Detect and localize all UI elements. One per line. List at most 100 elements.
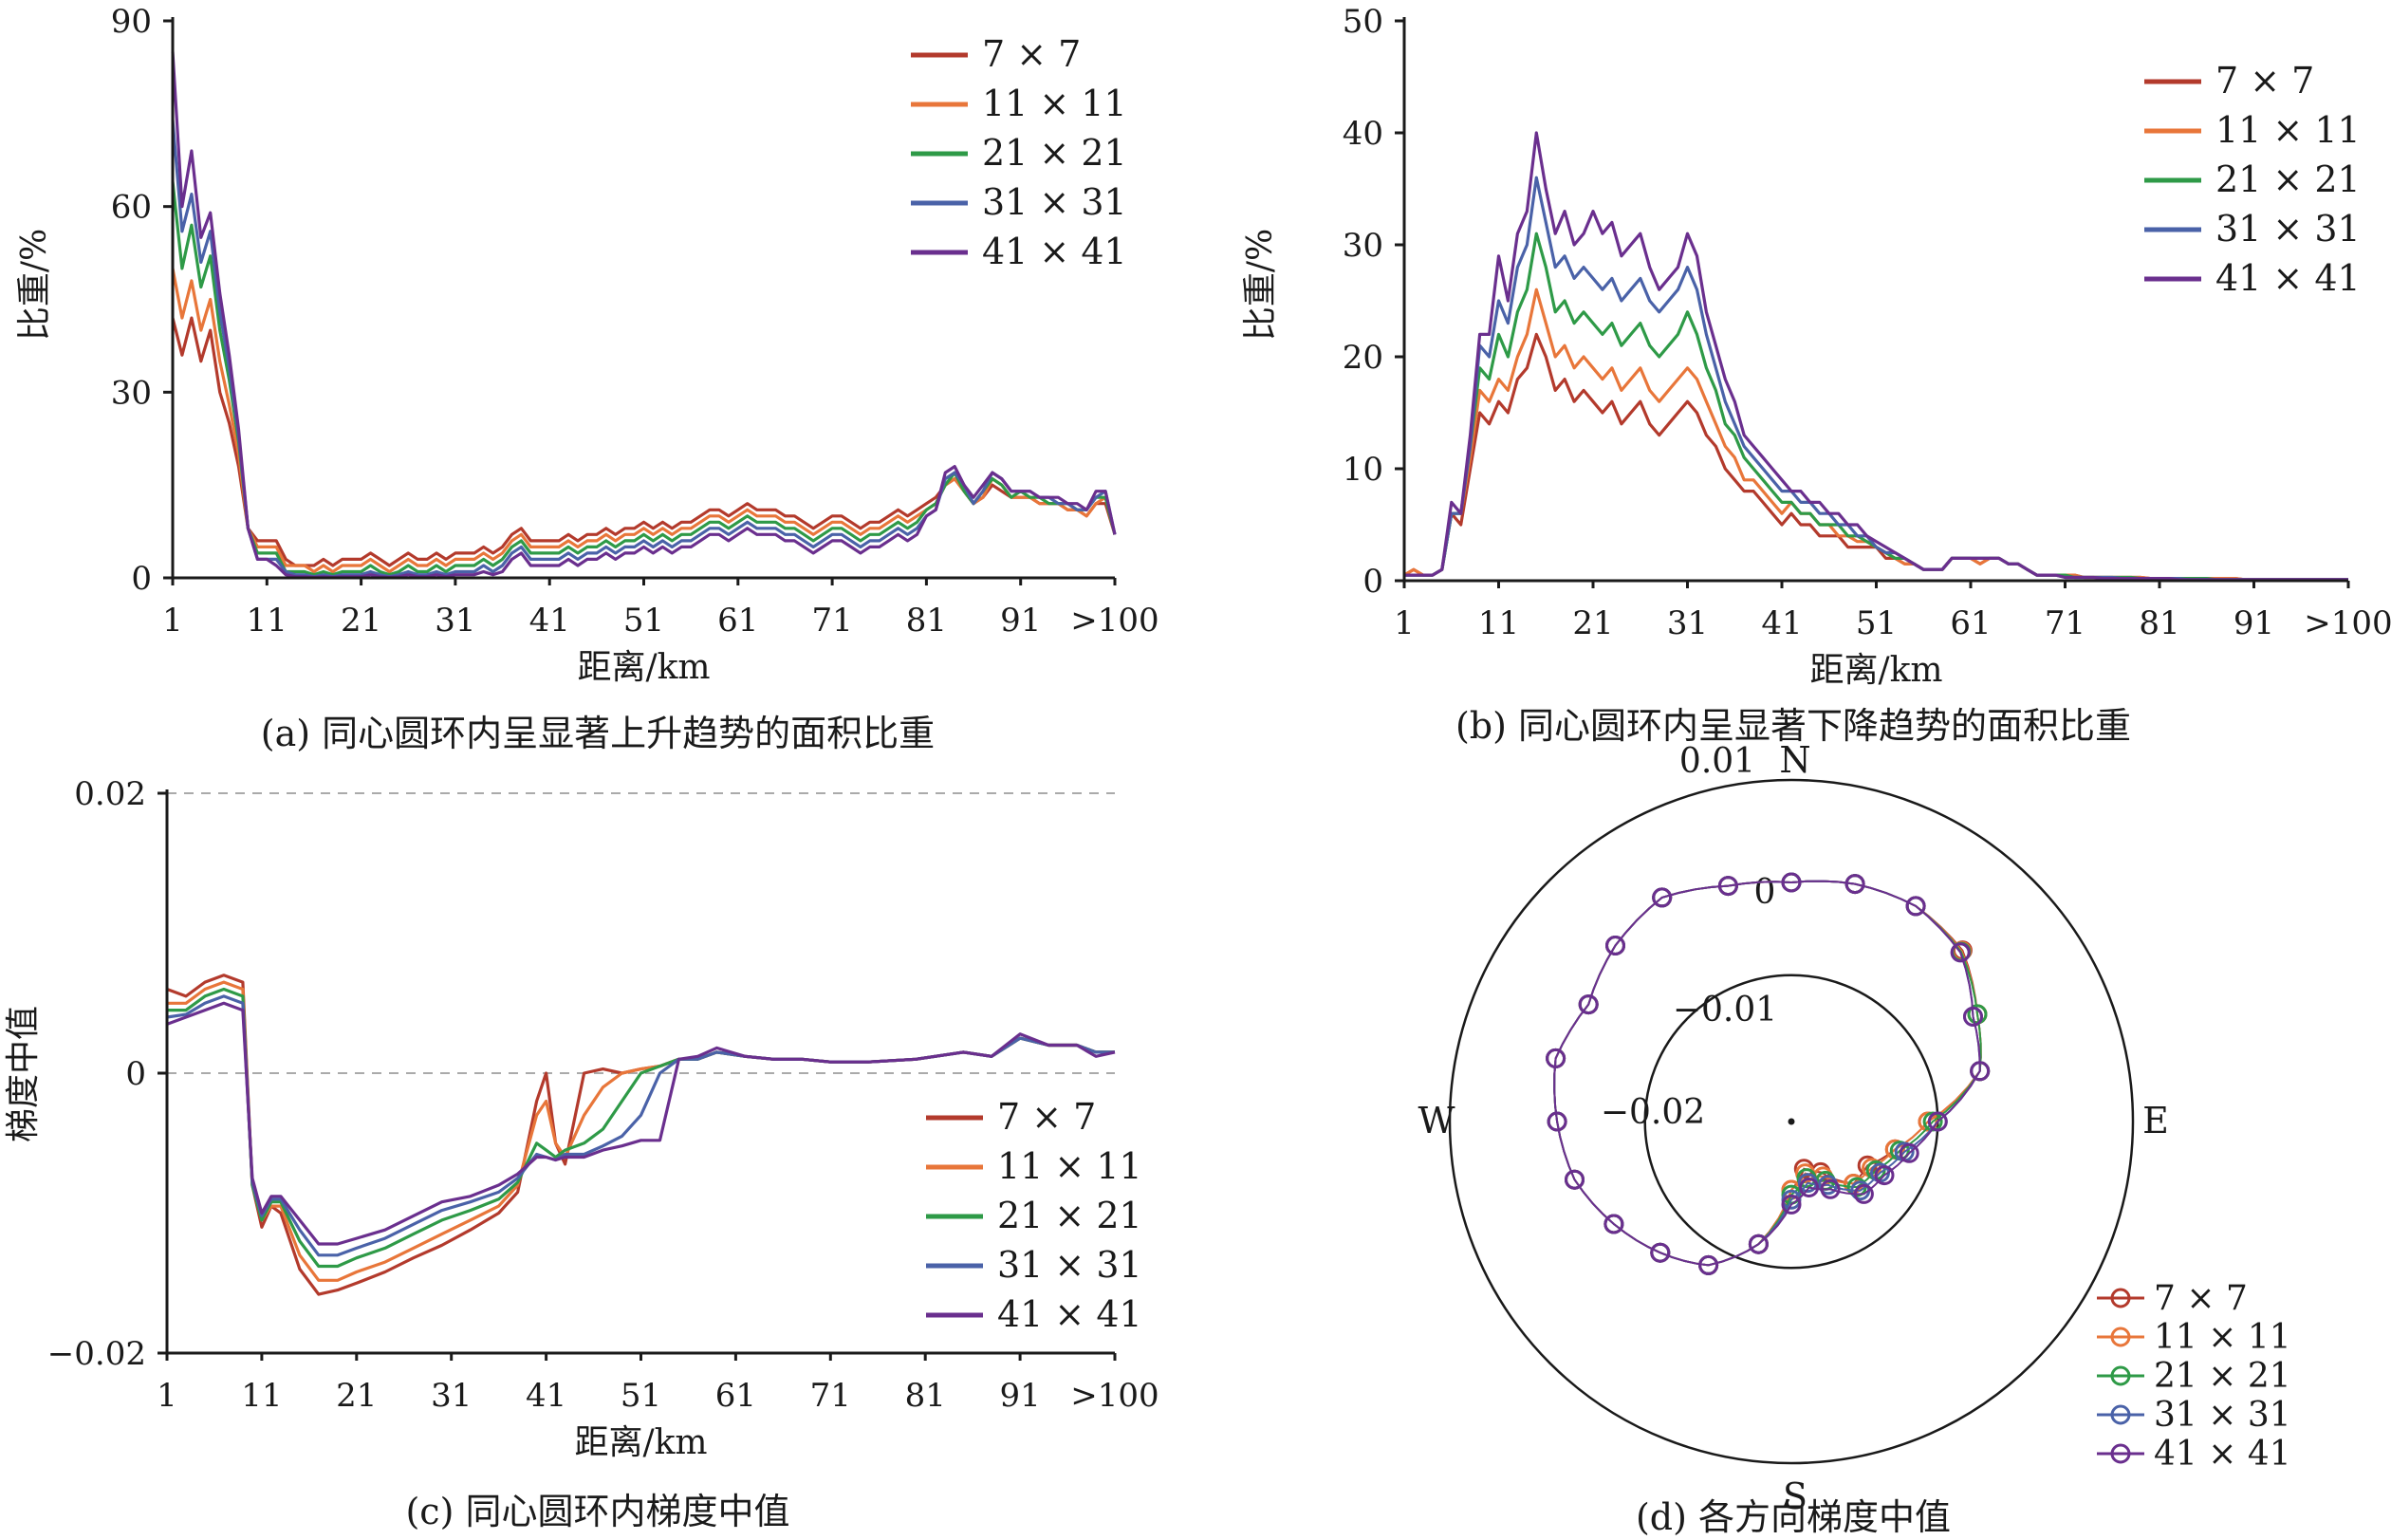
- legend-label-41x41: 41 × 41: [997, 1293, 1142, 1335]
- y-tick-label: −0.02: [47, 1335, 146, 1373]
- x-tick-label: 1: [162, 602, 183, 640]
- ring-label: 0.01: [1679, 742, 1755, 781]
- legend-label-7x7: 7 × 7: [997, 1096, 1096, 1138]
- legend-label-21x21: 21 × 21: [2215, 158, 2361, 200]
- y-tick-label: 50: [1343, 3, 1383, 41]
- y-tick-label: 30: [111, 374, 152, 412]
- legend-label-11x11: 11 × 11: [2215, 109, 2361, 151]
- x-axis-label: 距离/km: [574, 1423, 707, 1462]
- x-tick-label: 21: [341, 602, 381, 640]
- polar-point-41x41: [1546, 1048, 1566, 1068]
- series-line-11x11: [167, 980, 1115, 1282]
- polar-point-41x41: [1963, 1006, 1983, 1027]
- legend-label-41x41: 41 × 41: [2215, 257, 2361, 299]
- legend-marker-31x31: [2110, 1404, 2131, 1425]
- polar-point-41x41: [1927, 1111, 1948, 1132]
- polar-point-41x41: [1781, 1194, 1802, 1215]
- x-tick-label: 41: [529, 602, 570, 640]
- legend-marker-7x7: [2110, 1288, 2131, 1308]
- x-tick-label: 61: [1950, 604, 1991, 642]
- y-axis-label: 比重/%: [1241, 229, 1280, 341]
- y-tick-label: 0: [125, 1055, 146, 1093]
- legend-label-21x21: 21 × 21: [982, 132, 1127, 174]
- caption-c: (c) 同心圆环内梯度中值: [405, 1491, 790, 1532]
- legend-label-11x11: 11 × 11: [997, 1145, 1142, 1187]
- caption-d: (d) 各方向梯度中值: [1635, 1496, 1952, 1538]
- legend-label-7x7: 7 × 7: [982, 33, 1081, 75]
- series-line-41x41: [166, 1001, 1116, 1246]
- series-line-21x21: [167, 987, 1115, 1269]
- x-tick-label: 71: [811, 602, 852, 640]
- x-tick-label: 31: [431, 1377, 472, 1415]
- y-tick-label: 30: [1343, 227, 1383, 265]
- y-axis-label: 比重/%: [15, 229, 54, 341]
- legend-label-41x41: 41 × 41: [2154, 1435, 2291, 1474]
- polar-point-41x41: [1853, 1183, 1874, 1204]
- legend-label-31x31: 31 × 31: [2215, 208, 2361, 250]
- polar-point-41x41: [1844, 874, 1865, 895]
- x-tick-label: >100: [1070, 602, 1158, 640]
- x-tick-label: 11: [241, 1377, 282, 1415]
- polar-point-41x41: [1970, 1061, 1991, 1082]
- x-tick-label: 11: [247, 602, 287, 640]
- direction-label-W: W: [1418, 1100, 1455, 1141]
- polar-point-41x41: [1652, 887, 1673, 908]
- polar-point-41x41: [1799, 1178, 1820, 1197]
- polar-line-41x41: [1553, 880, 1981, 1267]
- direction-label-N: N: [1779, 740, 1810, 781]
- x-tick-label: >100: [2304, 604, 2391, 642]
- x-tick-label: 21: [1572, 604, 1613, 642]
- polar-point-41x41: [1603, 1214, 1624, 1234]
- polar-point-41x41: [1547, 1111, 1567, 1132]
- x-tick-label: 61: [717, 602, 758, 640]
- y-tick-label: 20: [1343, 339, 1383, 377]
- caption-b: (b) 同心圆环内呈显著下降趋势的面积比重: [1455, 705, 2132, 747]
- direction-label-S: S: [1783, 1475, 1807, 1517]
- x-tick-label: 31: [1667, 604, 1708, 642]
- polar-point-41x41: [1698, 1254, 1719, 1275]
- x-tick-label: 11: [1478, 604, 1519, 642]
- polar-point-41x41: [1650, 1242, 1671, 1263]
- series-line-21x21: [1404, 232, 2348, 582]
- legend-label-11x11: 11 × 11: [2154, 1318, 2291, 1357]
- legend-label-21x21: 21 × 21: [2154, 1357, 2291, 1396]
- ring-label: 0: [1754, 873, 1776, 912]
- y-tick-label: 60: [111, 189, 152, 227]
- legend-label-31x31: 31 × 31: [982, 181, 1127, 223]
- x-tick-label: 41: [526, 1377, 566, 1415]
- series-line-31x31: [1404, 176, 2348, 582]
- legend-label-21x21: 21 × 21: [997, 1195, 1142, 1236]
- series-line-21x21: [171, 181, 1117, 577]
- x-tick-label: 31: [435, 602, 475, 640]
- polar-point-41x41: [1748, 1234, 1769, 1254]
- legend-marker-11x11: [2110, 1327, 2131, 1347]
- polar-center: [1788, 1118, 1795, 1125]
- x-axis-label: 距离/km: [577, 648, 710, 687]
- y-tick-label: 10: [1343, 451, 1383, 489]
- legend-marker-21x21: [2110, 1365, 2131, 1386]
- x-tick-label: 71: [2045, 604, 2085, 642]
- x-tick-label: 91: [2233, 604, 2274, 642]
- x-tick-label: 61: [715, 1377, 756, 1415]
- legend-label-11x11: 11 × 11: [982, 83, 1127, 124]
- polar-point-41x41: [1899, 1142, 1919, 1163]
- polar-point-41x41: [1578, 994, 1599, 1015]
- y-tick-label: 0: [1362, 563, 1383, 601]
- polar-point-41x41: [1717, 876, 1738, 897]
- x-tick-label: 51: [621, 1377, 661, 1415]
- polar-point-41x41: [1874, 1165, 1895, 1186]
- y-tick-label: 0: [131, 560, 152, 598]
- x-tick-label: 91: [1000, 602, 1041, 640]
- x-tick-label: 81: [906, 602, 947, 640]
- x-tick-label: 1: [157, 1377, 177, 1415]
- polar-point-41x41: [1565, 1169, 1585, 1190]
- polar-point-41x41: [1605, 936, 1625, 956]
- polar-point-41x41: [1781, 872, 1802, 893]
- series-line-41x41: [171, 51, 1117, 579]
- x-tick-label: 41: [1761, 604, 1802, 642]
- series-line-7x7: [166, 974, 1115, 1296]
- legend-label-41x41: 41 × 41: [982, 231, 1127, 272]
